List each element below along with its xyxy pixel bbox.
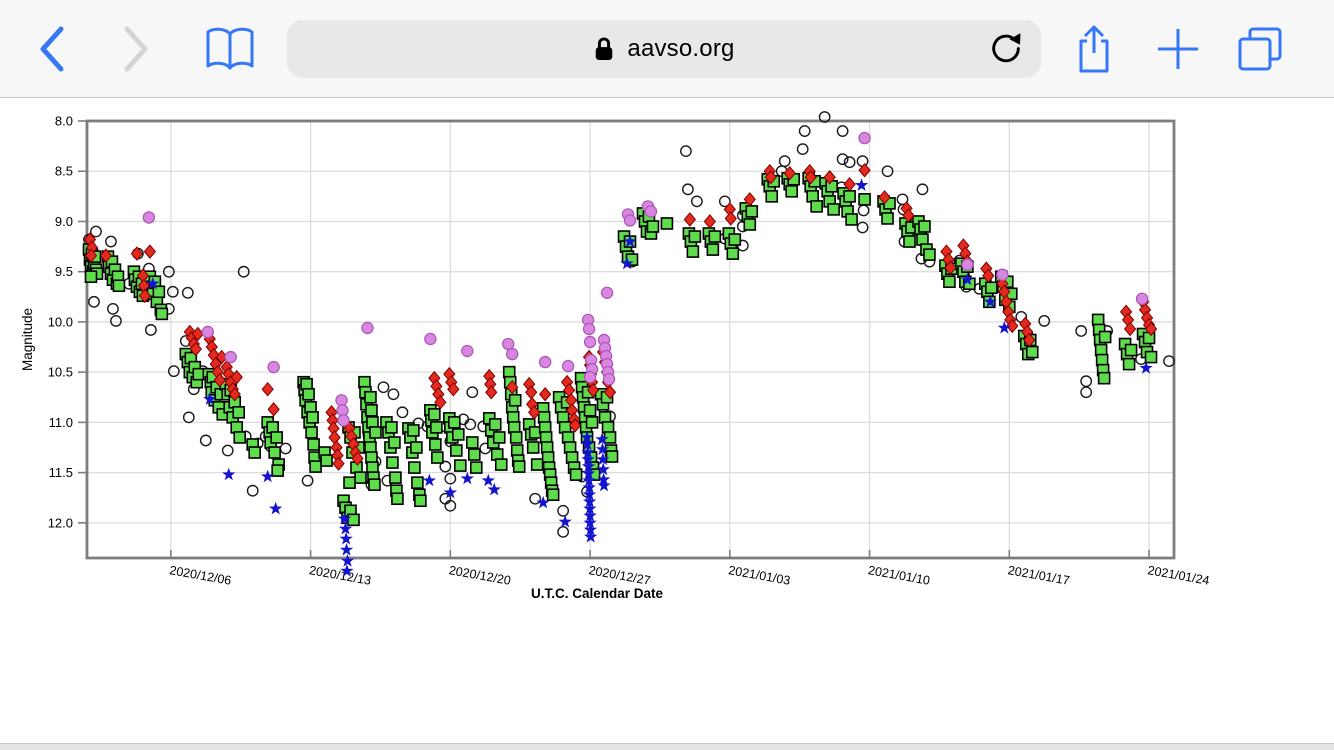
svg-text:11.0: 11.0: [49, 415, 73, 430]
new-tab-button[interactable]: [1150, 0, 1206, 97]
svg-text:8.5: 8.5: [55, 164, 73, 179]
svg-text:2021/01/10: 2021/01/10: [867, 563, 931, 588]
svg-text:2021/01/03: 2021/01/03: [727, 563, 791, 588]
back-icon: [40, 26, 64, 71]
svg-text:2021/01/24: 2021/01/24: [1147, 563, 1211, 588]
svg-text:2020/12/20: 2020/12/20: [448, 563, 512, 588]
svg-text:10.0: 10.0: [48, 314, 73, 329]
url-text: aavso.org: [627, 35, 735, 62]
reload-icon: [992, 33, 1021, 63]
svg-text:9.5: 9.5: [55, 264, 73, 279]
tabs-overview-icon: [1238, 27, 1282, 70]
forward-icon: [124, 26, 148, 71]
web-page-content: 8.0 8.5 9.0 9.5 10.0 10.5 11.0 11.5 12.0 2020/12/…: [0, 98, 1334, 744]
share-button[interactable]: [1066, 0, 1122, 97]
browser-toolbar: aavso.org: [0, 0, 1334, 98]
window-bottom-edge: [0, 743, 1334, 750]
tabs-button[interactable]: [1232, 0, 1288, 97]
plus-icon: [1158, 28, 1198, 69]
svg-text:2020/12/27: 2020/12/27: [588, 563, 652, 588]
svg-text:11.5: 11.5: [49, 465, 73, 480]
share-icon: [1079, 25, 1109, 72]
svg-text:9.0: 9.0: [55, 214, 73, 229]
svg-text:U.T.C. Calendar Date: U.T.C. Calendar Date: [531, 586, 664, 601]
reload-button[interactable]: [989, 20, 1023, 78]
svg-text:8.0: 8.0: [55, 114, 73, 129]
svg-text:10.5: 10.5: [48, 365, 73, 380]
lock-icon: [596, 37, 613, 60]
svg-text:2020/12/06: 2020/12/06: [168, 563, 232, 588]
back-button[interactable]: [24, 0, 80, 97]
bookmarks-button[interactable]: [198, 0, 262, 97]
svg-text:12.0: 12.0: [48, 515, 73, 530]
aavso-light-curve-plot: 8.0 8.5 9.0 9.5 10.0 10.5 11.0 11.5 12.0 2020/12/…: [20, 111, 1211, 601]
svg-text:Magnitude: Magnitude: [20, 308, 35, 371]
svg-text:2020/12/13: 2020/12/13: [308, 563, 372, 588]
address-bar-content: aavso.org: [593, 35, 734, 63]
forward-button[interactable]: [108, 0, 164, 97]
svg-text:2021/01/17: 2021/01/17: [1007, 563, 1071, 588]
address-bar[interactable]: aavso.org: [287, 20, 1041, 78]
book-icon: [206, 27, 254, 69]
